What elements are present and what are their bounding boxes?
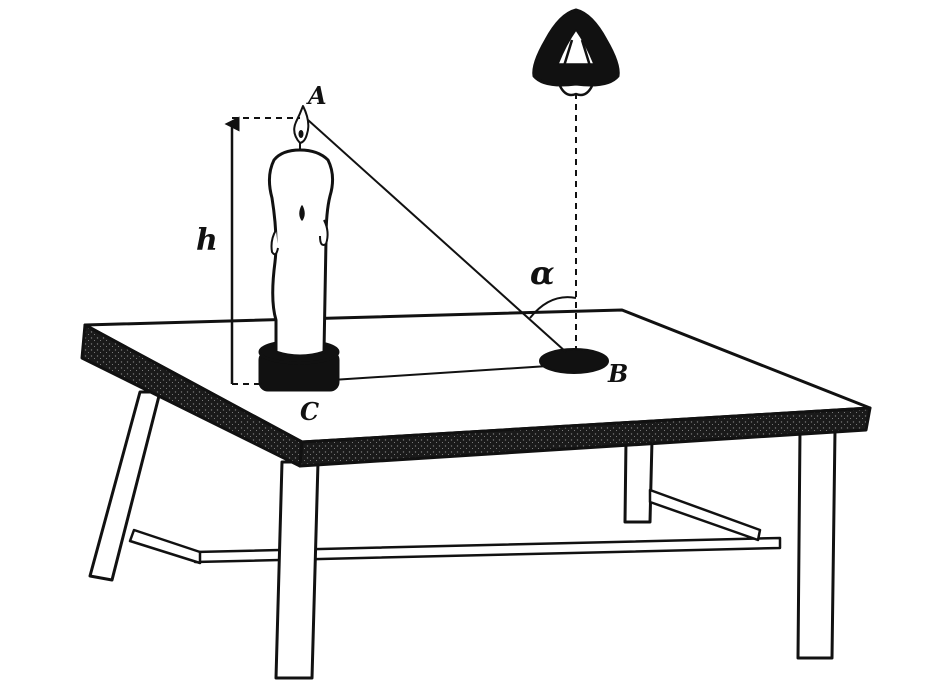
table-leg-back-right bbox=[623, 438, 654, 524]
table-stretcher-right bbox=[648, 488, 762, 542]
candle-drip-right bbox=[319, 219, 329, 246]
candle-icon bbox=[258, 105, 340, 392]
table-leg-front-left bbox=[274, 460, 320, 680]
table-leg-front-right bbox=[796, 428, 837, 660]
label-angle: α bbox=[530, 254, 555, 292]
flame-core bbox=[298, 130, 304, 138]
angle-arc bbox=[529, 296, 577, 319]
lamp-stripe bbox=[562, 39, 592, 67]
lamp-icon bbox=[532, 8, 620, 97]
mirror-icon bbox=[539, 348, 609, 374]
candle-body bbox=[267, 148, 335, 358]
table-edge-front bbox=[298, 406, 872, 468]
label-point-b: B bbox=[607, 359, 628, 388]
lamp-bottom bbox=[558, 85, 594, 97]
candle-drip-left bbox=[270, 229, 279, 256]
label-point-a: A bbox=[306, 81, 327, 110]
label-height: h bbox=[196, 223, 218, 258]
table-icon bbox=[80, 308, 872, 680]
ray-ab bbox=[307, 119, 567, 353]
line-cb bbox=[331, 365, 549, 381]
label-point-c: C bbox=[300, 397, 319, 426]
table-stretcher-left bbox=[128, 528, 202, 565]
candle-drip-drop bbox=[299, 205, 305, 221]
flame-icon bbox=[293, 105, 310, 144]
table-leg-back-left bbox=[88, 390, 162, 582]
